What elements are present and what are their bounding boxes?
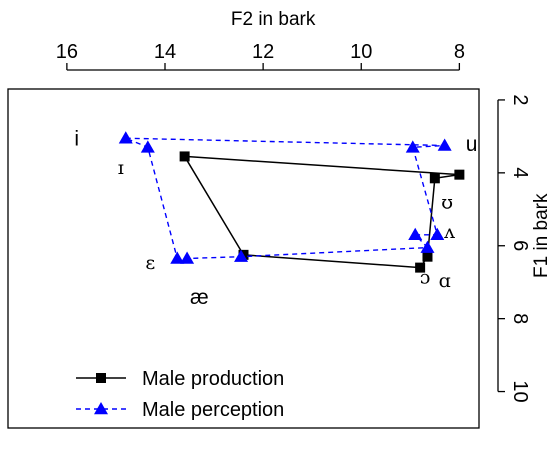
y-tick-label: 8 [509,313,531,324]
production-point [429,173,440,184]
perception-point [408,227,423,241]
perception-point [420,240,435,253]
perception-point [437,138,452,151]
legend-perception-label: Male perception [142,399,284,421]
vowel-label: u [466,133,478,156]
perception-series-line [125,137,445,260]
vowel-label: ɑ [439,270,451,292]
production-point [422,251,433,262]
y-tick-label: 10 [509,380,531,402]
vowel-label: i [74,128,79,151]
production-point [179,151,190,162]
legend-perception-marker [94,402,108,415]
vowel-label: ʊ [441,192,453,214]
perception-point [140,140,155,153]
legend-production-marker [96,373,106,383]
perception-point [170,251,185,264]
plot-frame [7,88,480,429]
vowel-label: æ [190,286,209,309]
vowel-label: ɔ [420,266,431,288]
production-series-line [183,155,460,269]
legend-production-label: Male production [142,368,284,390]
perception-point [430,227,445,241]
perception-point [234,249,249,262]
perception-point [405,140,420,153]
y-tick-label: 2 [509,94,531,105]
x-tick-label: 14 [154,41,176,63]
y-tick-label: 6 [509,240,531,251]
x-tick-label: 8 [454,41,465,63]
production-point [454,169,465,180]
y-tick-label: 4 [509,167,531,178]
y-axis-title: F1 in bark [531,193,552,278]
vowel-label: ɪ [118,157,124,179]
x-axis-title: F2 in bark [231,9,316,30]
production-point [415,262,426,273]
perception-point [118,131,133,144]
x-tick-label: 16 [56,41,78,63]
x-tick-label: 12 [252,41,274,63]
x-tick-label: 10 [350,41,372,63]
perception-point [180,251,195,264]
vowel-label: ʌ [443,221,455,243]
vowel-label: ɛ [145,252,155,274]
